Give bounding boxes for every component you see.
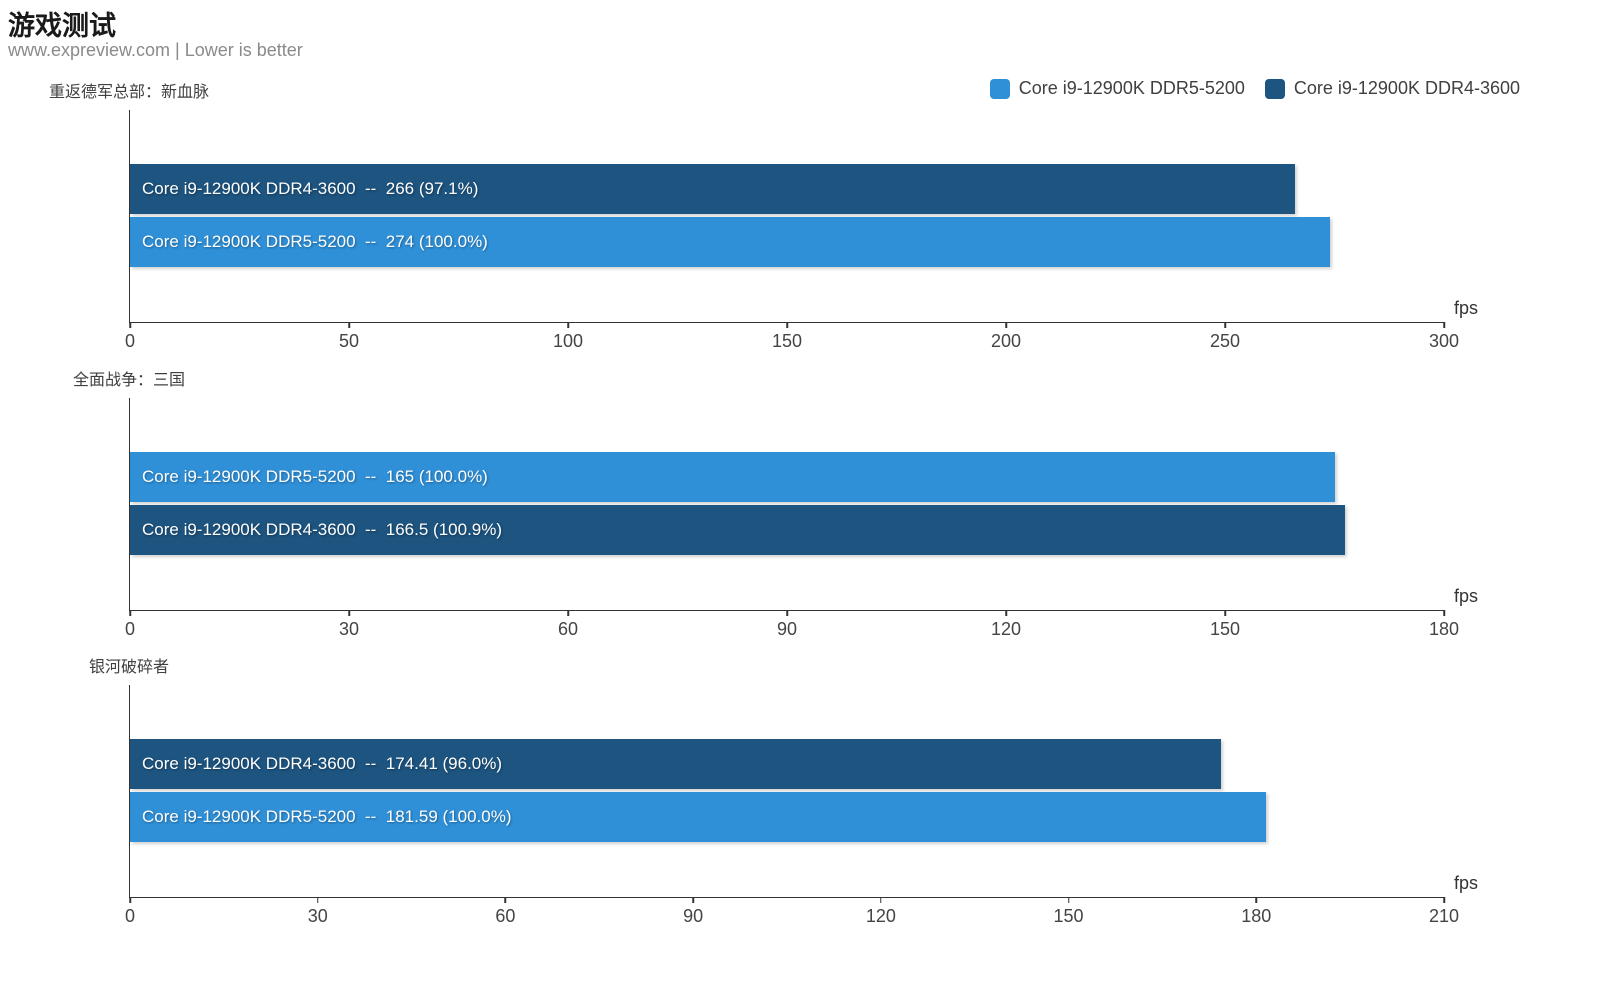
game-title: 重返德军总部：新血脉 — [48, 84, 210, 101]
legend-item-ddr4-3600[interactable]: Core i9-12900K DDR4-3600 — [1264, 78, 1520, 99]
legend-item-ddr5-5200[interactable]: Core i9-12900K DDR5-5200 — [989, 78, 1245, 99]
page-title: 游戏测试 — [8, 11, 116, 41]
game-title: 银河破碎者 — [88, 659, 170, 676]
plot-area: Core i9-12900K DDR4-3600 -- 266 (97.1%) … — [125, 110, 1478, 351]
bar-ddr5-5200[interactable]: Core i9-12900K DDR5-5200 -- 165 (100.0%) — [130, 452, 1335, 502]
axis-tick — [504, 897, 507, 903]
axis-tick-label: 30 — [307, 906, 328, 926]
axis-tick — [1005, 322, 1007, 328]
axis-tick — [1005, 610, 1007, 616]
axis-tick — [1443, 322, 1445, 328]
plot-area: Core i9-12900K DDR5-5200 -- 165 (100.0%)… — [125, 398, 1478, 639]
axis-unit-label: fps — [1454, 298, 1479, 318]
axis-tick-label: 60 — [557, 619, 579, 639]
legend-swatch-ddr4-icon — [1264, 78, 1285, 99]
axis-tick-label: 0 — [124, 619, 136, 639]
chart-total-war-three-kingdoms: 全面战争：三国 Core i9-12900K DDR5-5200 -- 165 … — [0, 366, 1620, 654]
axis-tick-label: 0 — [124, 906, 136, 926]
axis-tick — [316, 897, 319, 903]
axis-tick-label: 200 — [990, 331, 1022, 351]
axis-tick — [1255, 897, 1258, 903]
bar-ddr4-3600[interactable]: Core i9-12900K DDR4-3600 -- 266 (97.1%) — [130, 164, 1296, 214]
x-axis: 0 30 60 90 120 150 180 — [125, 610, 1459, 644]
bar-label: Core i9-12900K DDR4-3600 -- 174.41 (96.0… — [142, 754, 503, 773]
axis-unit-label: fps — [1454, 873, 1479, 893]
axis-tick-label: 90 — [776, 619, 798, 639]
x-axis: 0 50 100 150 200 250 300 — [125, 322, 1459, 356]
bar-ddr4-3600[interactable]: Core i9-12900K DDR4-3600 -- 174.41 (96.0… — [130, 739, 1222, 789]
chart-wolfenstein-youngblood: 重返德军总部：新血脉 Core i9-12900K DDR4-3600 -- 2… — [0, 78, 1620, 366]
bar-label: Core i9-12900K DDR5-5200 -- 165 (100.0%) — [142, 467, 488, 486]
chart-riftbreaker: 银河破碎者 Core i9-12900K DDR4-3600 -- 174.41… — [0, 653, 1620, 941]
axis-tick — [348, 322, 350, 328]
axis-tick — [786, 322, 788, 328]
legend: Core i9-12900K DDR5-5200 Core i9-12900K … — [989, 78, 1520, 99]
bar-label: Core i9-12900K DDR5-5200 -- 181.59 (100.… — [142, 807, 512, 826]
bar-label: Core i9-12900K DDR4-3600 -- 266 (97.1%) — [142, 179, 479, 198]
axis-tick-label: 90 — [683, 906, 704, 926]
legend-label-ddr5: Core i9-12900K DDR5-5200 — [1018, 78, 1245, 98]
axis-tick-label: 300 — [1428, 331, 1460, 351]
axis-tick-label: 120 — [990, 619, 1022, 639]
axis-tick — [1067, 897, 1070, 903]
bar-label: Core i9-12900K DDR4-3600 -- 166.5 (100.9… — [142, 520, 503, 539]
bar-ddr4-3600[interactable]: Core i9-12900K DDR4-3600 -- 166.5 (100.9… — [130, 505, 1346, 555]
axis-tick — [1443, 610, 1445, 616]
axis-tick — [1224, 610, 1226, 616]
axis-tick — [692, 897, 694, 903]
bar-label: Core i9-12900K DDR5-5200 -- 274 (100.0%) — [142, 232, 488, 251]
game-title: 全面战争：三国 — [72, 372, 186, 389]
axis-tick-label: 30 — [338, 619, 360, 639]
axis-tick-label: 50 — [338, 331, 360, 351]
axis-tick — [129, 897, 131, 903]
axis-tick-label: 150 — [771, 331, 803, 351]
x-axis: 0 30 60 90 120 150 180 210 — [125, 897, 1459, 931]
axis-unit-label: fps — [1454, 586, 1479, 606]
axis-tick-label: 250 — [1209, 331, 1241, 351]
axis-tick — [567, 610, 569, 616]
page-subtitle: www.expreview.com | Lower is better — [8, 40, 303, 60]
axis-tick-label: 150 — [1053, 906, 1084, 926]
axis-tick-label: 150 — [1209, 619, 1241, 639]
axis-tick — [1443, 897, 1445, 903]
axis-tick-label: 210 — [1428, 906, 1460, 926]
bar-ddr5-5200[interactable]: Core i9-12900K DDR5-5200 -- 181.59 (100.… — [130, 792, 1267, 842]
legend-swatch-ddr5-icon — [989, 78, 1010, 99]
axis-tick — [880, 897, 882, 903]
plot-area: Core i9-12900K DDR4-3600 -- 174.41 (96.0… — [125, 685, 1478, 926]
bar-ddr5-5200[interactable]: Core i9-12900K DDR5-5200 -- 274 (100.0%) — [130, 217, 1331, 267]
axis-tick — [129, 610, 131, 616]
axis-tick — [1224, 322, 1226, 328]
axis-tick-label: 180 — [1428, 619, 1460, 639]
axis-tick-label: 180 — [1241, 906, 1272, 926]
axis-tick — [567, 322, 569, 328]
axis-tick — [129, 322, 131, 328]
axis-tick-label: 0 — [124, 331, 136, 351]
axis-tick-label: 120 — [865, 906, 896, 926]
axis-tick-label: 100 — [552, 331, 584, 351]
axis-tick — [786, 610, 788, 616]
axis-tick — [348, 610, 350, 616]
axis-tick-label: 60 — [495, 906, 516, 926]
legend-label-ddr4: Core i9-12900K DDR4-3600 — [1293, 78, 1520, 98]
